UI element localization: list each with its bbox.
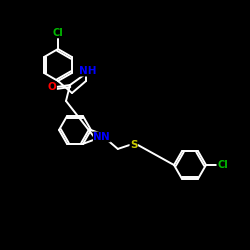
Text: S: S [130,140,138,150]
Text: Cl: Cl [217,160,228,170]
Text: O: O [48,82,56,92]
Text: N: N [94,132,102,142]
Text: Cl: Cl [52,28,64,38]
Text: NH: NH [79,66,97,76]
Text: N: N [102,132,110,142]
